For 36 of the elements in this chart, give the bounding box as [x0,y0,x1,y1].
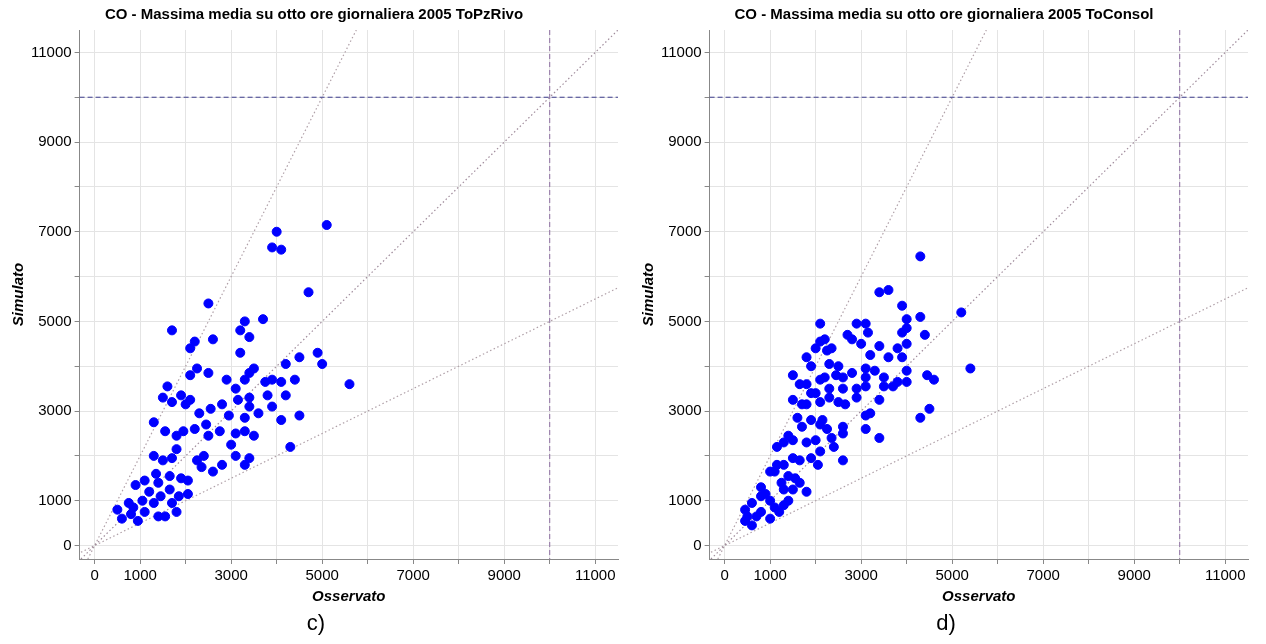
y-tick-label: 1000 [38,490,72,508]
x-tick-label: 3000 [214,566,248,584]
y-tick-label: 1000 [668,490,702,508]
text: d) [935,609,957,637]
chart-title: CO - Massima media su otto ore giornaliera 2005 ToPzRivo [104,5,524,23]
y-tick-label: 3000 [668,401,702,419]
x-tick-label: 11000 [1204,566,1246,584]
x-tick-label: 9000 [1117,566,1151,584]
y-tick-label: 3000 [38,401,72,419]
y-tick-label: 0 [693,535,702,553]
y-tick-label: 9000 [38,132,72,150]
x-axis-title: Osservato [312,587,386,605]
y-axis-title: Simulato [639,262,657,327]
chart-title: CO - Massima media su otto ore giornaliera 2005 ToConsol [734,5,1154,23]
x-tick-label: 1000 [123,566,157,584]
x-axis-title: Osservato [942,587,1016,605]
x-tick-label: 7000 [1026,566,1060,584]
y-tick-label: 11000 [660,42,702,60]
y-tick-label: 9000 [668,132,702,150]
text: c) [305,609,327,637]
x-tick-label: 5000 [935,566,969,584]
y-tick-label: 5000 [668,311,702,329]
y-tick-label: 11000 [30,42,72,60]
y-axis-title: Simulato [9,262,27,327]
x-tick-label: 5000 [305,566,339,584]
x-tick-label: 1000 [753,566,787,584]
x-tick-label: 0 [90,566,99,584]
y-tick-label: 7000 [668,221,702,239]
y-tick-label: 5000 [38,311,72,329]
x-tick-label: 3000 [844,566,878,584]
x-tick-label: 0 [720,566,729,584]
x-tick-label: 11000 [574,566,616,584]
y-tick-label: 0 [63,535,72,553]
x-tick-label: 7000 [396,566,430,584]
y-tick-label: 7000 [38,221,72,239]
x-tick-label: 9000 [487,566,521,584]
